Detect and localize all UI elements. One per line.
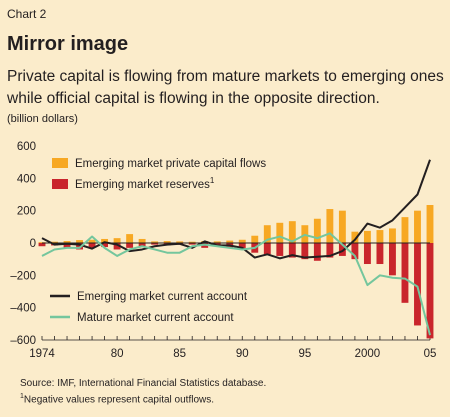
reserves-bar (414, 243, 421, 326)
private-flow-bar (126, 234, 134, 243)
private-flow-bar (151, 241, 159, 243)
unit-label: (billion dollars) (7, 113, 78, 125)
reserves-bar (276, 243, 284, 256)
private-flow-bar (426, 205, 434, 243)
reserves-bar (376, 243, 384, 265)
x-tick-label: 85 (173, 348, 186, 360)
private-flow-bar (226, 240, 234, 243)
reserves-bar (138, 243, 146, 247)
private-flow-bar (376, 230, 384, 243)
legend-label-em-current-account: Emerging market current account (77, 291, 248, 303)
reserves-bar (113, 243, 121, 250)
reserves-bar (363, 243, 371, 265)
private-flow-bar (88, 239, 96, 243)
reserves-bar (126, 243, 134, 248)
reserves-bar (389, 243, 396, 276)
reserves-bar (338, 243, 346, 256)
reserves-bar (351, 243, 359, 260)
reserves-bar (263, 243, 271, 255)
private-flow-bar (288, 221, 296, 243)
reserves-bar (63, 243, 71, 248)
legend-superscript: 1 (210, 176, 215, 185)
private-flow-bar (276, 222, 284, 243)
private-flow-bar (76, 240, 83, 243)
x-tick-label: 1974 (29, 348, 55, 360)
reserves-bar (238, 243, 246, 250)
private-flow-bar (101, 238, 109, 243)
reserves-bar (151, 243, 159, 245)
y-tick-label: –200 (10, 270, 36, 282)
footnote-mark: 1 (20, 393, 24, 400)
private-flow-bar (51, 241, 58, 243)
y-tick-label: 0 (30, 238, 36, 250)
private-flow-bar (263, 225, 271, 243)
source-note: Source: IMF, International Financial Sta… (20, 378, 267, 389)
reserves-bar (426, 243, 434, 339)
private-flow-bar (251, 235, 259, 243)
private-flow-bar (326, 209, 334, 243)
reserves-bar (88, 243, 96, 248)
legend-label-reserves: Emerging market reserves1 (75, 176, 215, 191)
reserves-bar (401, 243, 409, 303)
private-flow-bar (163, 241, 171, 243)
private-flow-bar (63, 241, 71, 243)
footnote: 1Negative values represent capital outfl… (20, 390, 266, 406)
chart-title: Mirror image (7, 33, 129, 55)
private-flow-bar (351, 231, 359, 243)
private-flow-bar (113, 238, 121, 243)
chart-number: Chart 2 (7, 7, 47, 21)
x-tick-label: 2000 (355, 348, 381, 360)
private-flow-bar (138, 238, 146, 243)
private-flow-bar (389, 228, 396, 243)
private-flow-bar (188, 241, 196, 243)
legend-swatch-reserves (52, 179, 68, 189)
y-tick-label: –400 (10, 303, 36, 315)
private-flow-bar (213, 241, 221, 243)
x-tick-label: 80 (111, 348, 124, 360)
private-flow-bar (238, 239, 246, 243)
footnote-text: Negative values represent capital outflo… (23, 394, 215, 406)
reserves-bar (188, 243, 196, 245)
x-tick-label: 90 (236, 348, 249, 360)
reserves-bar (38, 243, 46, 247)
x-tick-label: 05 (424, 348, 437, 360)
private-flow-bar (313, 218, 321, 243)
mature-current-account-line (41, 232, 431, 336)
reserves-bar (313, 243, 321, 261)
reserves-bar (301, 243, 309, 260)
y-tick-label: 200 (17, 206, 36, 218)
reserves-bar (288, 243, 296, 258)
private-flow-bar (401, 217, 409, 243)
y-tick-label: 400 (17, 173, 36, 185)
x-tick-label: 95 (298, 348, 311, 360)
private-flow-bar (414, 210, 421, 243)
legend-label-private-flows: Emerging market private capital flows (75, 158, 266, 170)
y-tick-label: 600 (17, 141, 36, 153)
em-current-account-line (41, 159, 431, 260)
private-flow-bar (363, 230, 371, 243)
y-tick-label: –600 (10, 335, 36, 347)
reserves-bar (326, 243, 334, 258)
chart-notes: Source: IMF, International Financial Sta… (20, 377, 266, 406)
reserves-bar (76, 243, 83, 250)
reserves-bar (101, 243, 109, 248)
chart-subtitle: Private capital is flowing from mature m… (7, 68, 444, 107)
private-flow-bar (176, 241, 184, 243)
legend-swatch-private-flows (52, 158, 68, 168)
legend-label-mature-current-account: Mature market current account (77, 312, 234, 324)
private-flow-bar (338, 210, 346, 243)
